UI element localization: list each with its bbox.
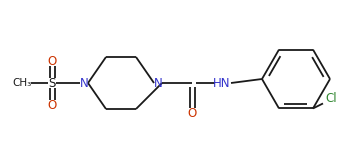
Text: Cl: Cl xyxy=(325,92,337,105)
Text: O: O xyxy=(47,55,56,67)
Text: O: O xyxy=(47,99,56,112)
Text: CH₃: CH₃ xyxy=(12,78,32,88)
Text: S: S xyxy=(48,76,56,90)
Text: O: O xyxy=(187,106,197,119)
Text: N: N xyxy=(154,76,162,90)
Text: HN: HN xyxy=(213,76,231,90)
Text: N: N xyxy=(80,76,88,90)
